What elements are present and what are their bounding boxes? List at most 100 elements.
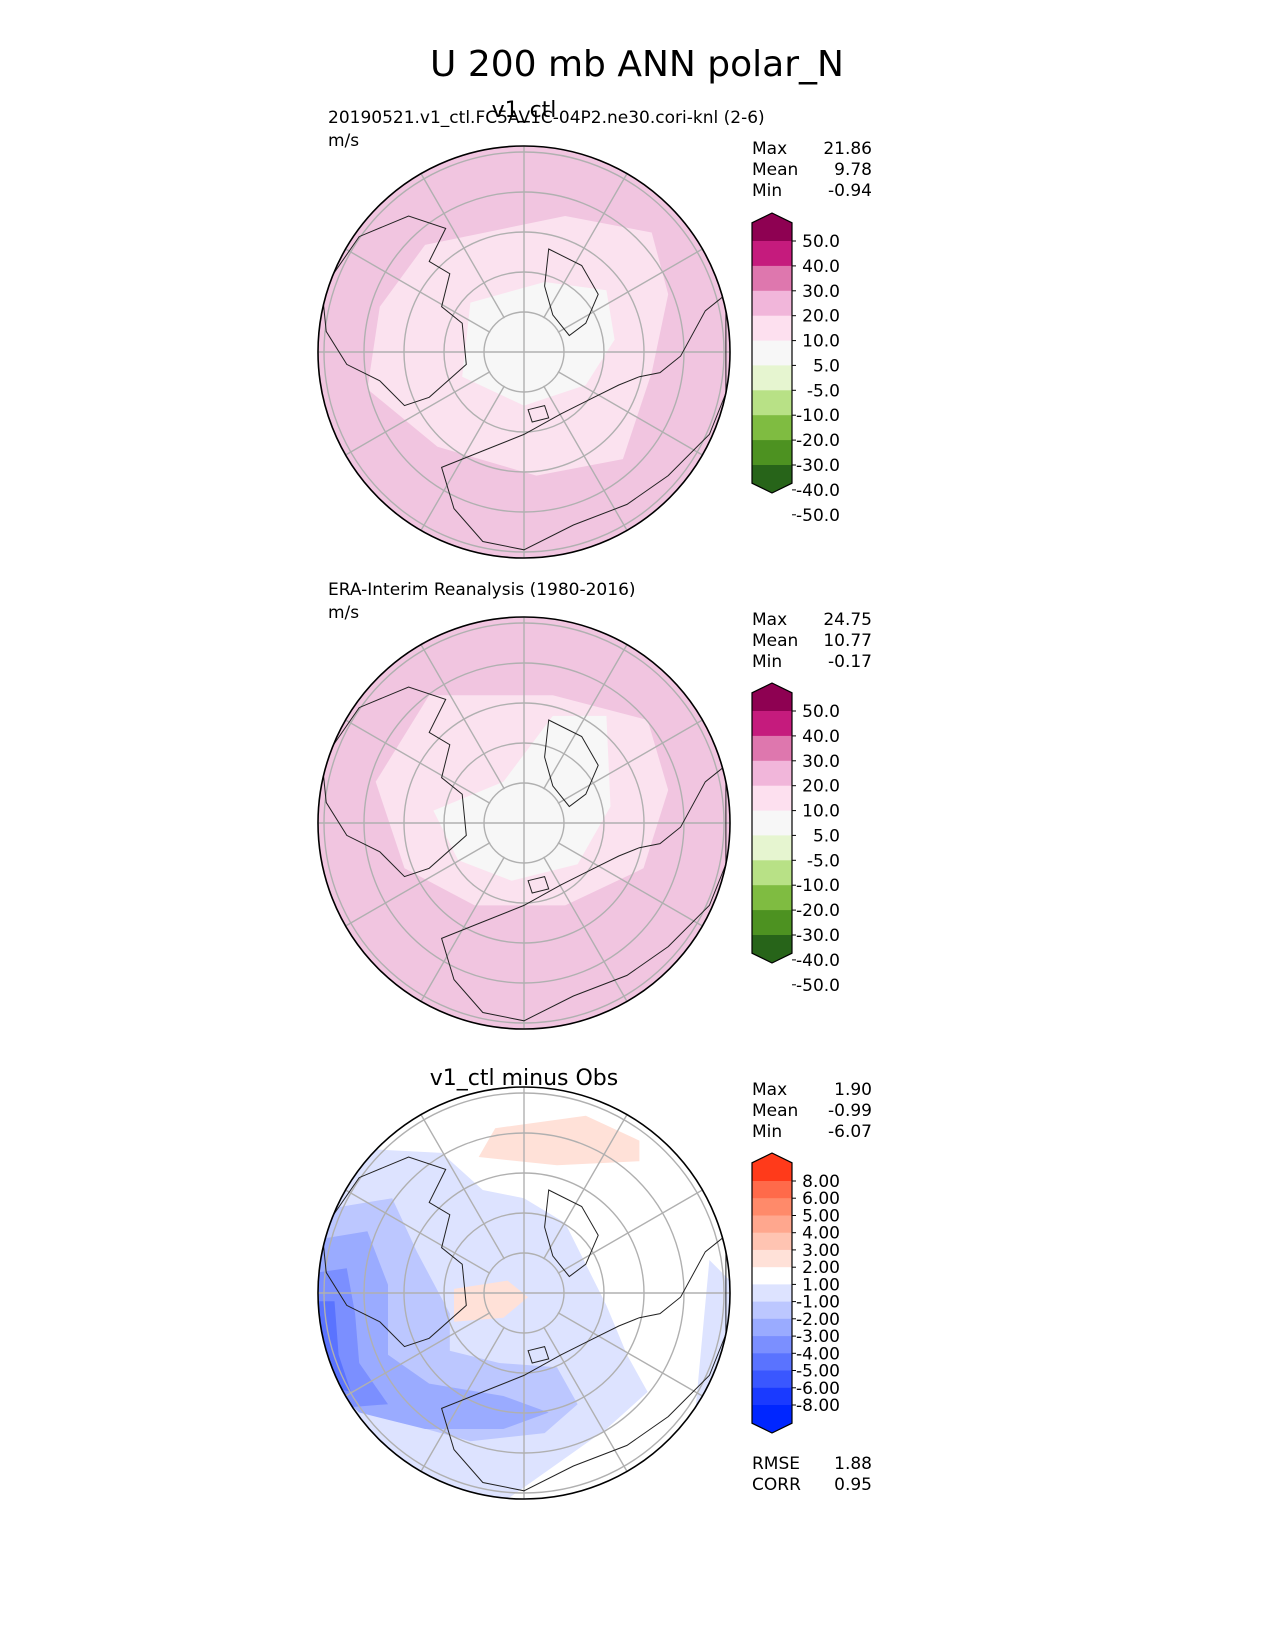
shaded-region [318,1231,549,1429]
meridian-line [557,1311,703,1397]
colorbar-segment [752,885,792,911]
colorbar-tick-label: 10.0 [802,802,840,822]
panel-subtitle: ERA-Interim Reanalysis (1980-2016) [328,580,636,600]
stat-value: -0.99 [828,1101,872,1121]
colorbar-segment [752,390,792,416]
meridian-line [345,719,491,805]
colorbar-tick-label: 5.00 [802,1207,840,1227]
coastline [527,405,550,423]
colorbar-tick-label: 3.00 [802,1241,840,1261]
graticule [318,617,730,1029]
meridian-line [542,856,628,1002]
map-boundary [317,616,731,1030]
colorbar-segment [752,365,792,391]
units-label: m/s [328,131,359,151]
coastline [544,1189,599,1278]
colorbar-tick-label: 40.0 [802,727,840,747]
colorbar-segment [752,415,792,441]
colorbar-segment [752,1232,792,1251]
colorbar-tick-label: -1.00 [796,1293,840,1313]
coastline [440,293,727,551]
colorbar-tick-label: -40.0 [796,481,840,501]
colorbar-tick-label: 20.0 [802,307,840,327]
meridian-line [542,1114,628,1260]
colorbar-tick-label: -10.0 [796,876,840,896]
colorbar-tick-label: 1.00 [802,1275,840,1295]
panel-subtitle: 20190521.v1_ctl.FC5AV1C-04P2.ne30.cori-k… [328,108,765,128]
colorbar-tick-label: 50.0 [802,232,840,252]
colorbar-tick-label: 50.0 [802,702,840,722]
coastline [544,248,599,337]
stat-value: 1.88 [834,1454,872,1474]
colorbar-segment [752,860,792,886]
stat-value: -0.17 [828,652,872,672]
colorbar-tick-label: 2.00 [802,1258,840,1278]
colorbar-tick-label: -20.0 [796,901,840,921]
colorbar-tick-label: -8.00 [796,1396,840,1416]
colorbar-tick-label: 6.00 [802,1189,840,1209]
meridian-line [345,370,491,456]
colorbar-segment [752,1318,792,1337]
colorbar-tick-label: -50.0 [796,976,840,996]
meridian-line [557,841,703,927]
coastline [527,1346,550,1364]
colorbar-tick-label: 4.00 [802,1224,840,1244]
stat-label: Max [752,610,787,630]
meridian-line [542,1326,628,1472]
colorbar-segment [752,1353,792,1372]
colorbar: 50.0 40.0 30.0 20.0 10.0 5.0 -5.0 -10.0 -20.0 -30… [751,682,840,996]
coastline [440,764,727,1022]
colorbar-segment [752,711,792,737]
stat-label: Mean [752,631,798,651]
meridian-line [345,841,491,927]
colorbar-segment [752,290,792,317]
graticule [318,146,730,558]
colorbar-tick-label: 40.0 [802,257,840,277]
stat-label: Max [752,139,787,159]
stat-label: Min [752,652,782,672]
panel-v1-ctl: v1_ctl20190521.v1_ctl.FC5AV1C-04P2.ne30.… [317,98,872,559]
colorbar-segment [752,340,792,367]
colorbar-tick-label: 30.0 [802,752,840,772]
coastlines [321,215,727,551]
meridian-line [420,1114,506,1260]
colorbar-segment [752,910,792,936]
map-fill [318,617,730,1029]
shaded-region [478,1115,640,1166]
coastline [321,1156,467,1348]
colorbar-segment [752,1336,792,1354]
meridian-line [420,644,506,790]
colorbar-segment [752,1267,792,1285]
colorbar-segment [752,835,792,861]
stat-value: 9.78 [834,160,872,180]
colorbar-tick-label: -10.0 [796,406,840,426]
colorbar-segment [752,760,792,787]
stat-label: Mean [752,160,798,180]
map-fill [318,1087,730,1499]
colorbar-extend-max [752,213,792,241]
colorbar-segment [752,1284,792,1303]
colorbar-segment [752,440,792,466]
colorbar-outline [751,1152,793,1434]
colorbar-tick-label: -5.0 [807,381,840,401]
meridian-line [557,719,703,805]
stat-label: Max [752,1080,787,1100]
coastline [321,686,467,878]
colorbar-segment [752,241,792,267]
colorbar-tick-label: -50.0 [796,506,840,526]
panel-era-interim: ERA-Interim Reanalysis (1980-2016) m/s Max… [317,580,872,1030]
coastline [544,719,599,808]
colorbar-segment [752,315,792,342]
stat-label: CORR [752,1475,801,1495]
stat-label: RMSE [752,1454,800,1474]
colorbar-segment [752,1249,792,1268]
meridian-line [420,856,506,1002]
meridian-line [420,173,506,319]
colorbar-tick-label: -5.00 [796,1362,840,1382]
colorbar-segment [752,1301,792,1320]
colorbar-tick-label: -20.0 [796,431,840,451]
meridian-line [345,248,491,334]
colorbar-segment [752,1387,792,1406]
units-label: m/s [328,603,359,623]
